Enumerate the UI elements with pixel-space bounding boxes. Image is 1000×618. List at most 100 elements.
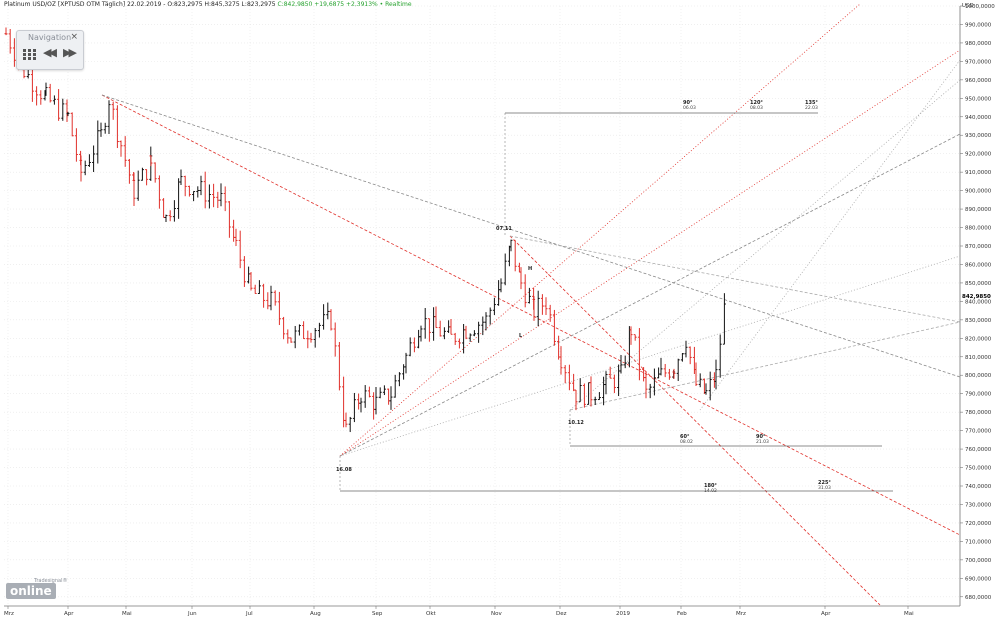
y-tick-label: 700,0000 — [965, 558, 992, 564]
y-tick-label: 840,0000 — [965, 299, 992, 305]
x-tick-label: 2019 — [616, 611, 630, 617]
trend-line — [101, 94, 961, 378]
annotation-label: 10.12 — [568, 420, 584, 426]
y-tick-label: 750,0000 — [965, 466, 992, 472]
y-tick-label: 870,0000 — [965, 244, 992, 250]
y-tick-label: 810,0000 — [965, 355, 992, 361]
annotation-label: 225° — [818, 480, 831, 486]
x-axis: Mrz Apr Mai Jun Jul Aug Sep Okt Nov Dez 2019 Feb Mrz… — [4, 605, 960, 617]
y-tick-label: 830,0000 — [965, 318, 992, 324]
y-axis: 680,0000 690,0000 700,0000 710,0000 720,0000… — [959, 3, 995, 606]
grid-icon[interactable] — [23, 49, 37, 60]
trend-line — [339, 49, 961, 457]
annotation-label: L — [519, 333, 523, 339]
y-tick-label: 730,0000 — [965, 502, 992, 508]
trend-line — [699, 59, 961, 411]
y-tick-label: 780,0000 — [965, 410, 992, 416]
x-tick-label: Mrz — [4, 611, 14, 617]
annotation-label: 90° — [683, 100, 693, 106]
quote-values: 22.02.2019 - O:823,2975 H:845,3275 L:823… — [127, 1, 276, 8]
close-icon[interactable]: × — [70, 32, 78, 42]
y-tick-label: 790,0000 — [965, 392, 992, 398]
x-tick-label: Mai — [904, 611, 914, 617]
y-tick-label: 690,0000 — [965, 576, 992, 582]
instrument-name: Platinum USD/OZ [XPTUSD OTM Täglich] — [4, 1, 126, 8]
tradesignal-logo: Tradesignal® online — [6, 578, 67, 599]
y-tick-label: 680,0000 — [965, 595, 992, 601]
y-tick-label: 920,0000 — [965, 152, 992, 158]
y-tick-label: 850,0000 — [965, 281, 992, 287]
y-tick-label: 940,0000 — [965, 115, 992, 121]
annotation-sublabel: 06.03 — [683, 105, 696, 111]
y-tick-label: 990,0000 — [965, 22, 992, 28]
annotation-label: 07.11 — [496, 226, 512, 232]
annotation-sublabel: 31.03 — [818, 485, 831, 491]
y-tick-label: 960,0000 — [965, 78, 992, 84]
trend-line — [339, 255, 961, 457]
annotation-label: 120° — [750, 100, 763, 106]
y-tick-label: 720,0000 — [965, 521, 992, 527]
y-tick-label: 950,0000 — [965, 96, 992, 102]
x-tick-label: Mrz — [736, 611, 746, 617]
y-tick-label: 760,0000 — [965, 447, 992, 453]
x-tick-label: Dez — [556, 611, 567, 617]
forward-icon[interactable]: ▶▶ — [63, 46, 77, 59]
back-icon[interactable]: ◀◀ — [43, 46, 57, 59]
x-tick-label: Feb — [677, 611, 687, 617]
x-tick-label: Jun — [187, 611, 197, 617]
annotation-sublabel: 08.02 — [680, 439, 693, 445]
y-tick-label: 710,0000 — [965, 539, 992, 545]
x-tick-label: Apr — [64, 611, 74, 617]
annotations: 07.1116.0810.12HL90°06.03120°08.03135°22… — [336, 100, 831, 494]
price-bars — [4, 27, 726, 433]
y-tick-label: 980,0000 — [965, 41, 992, 47]
annotation-label: 135° — [805, 100, 818, 106]
x-tick-label: Jul — [245, 611, 253, 617]
annotation-label: H — [528, 266, 532, 272]
x-tick-label: Sep — [372, 611, 383, 617]
y-tick-label: 860,0000 — [965, 262, 992, 268]
y-tick-label: 890,0000 — [965, 207, 992, 213]
x-tick-label: Nov — [491, 611, 502, 617]
annotation-label: 90° — [756, 434, 766, 440]
y-tick-label: 900,0000 — [965, 189, 992, 195]
trend-lines — [101, 3, 961, 606]
y-tick-label: 740,0000 — [965, 484, 992, 490]
y-tick-label: 770,0000 — [965, 429, 992, 435]
navigation-panel: Navigation × ◀◀ ▶▶ — [16, 30, 84, 70]
trend-line — [569, 79, 961, 411]
x-tick-label: Apr — [821, 611, 831, 617]
y-tick-label: 970,0000 — [965, 59, 992, 65]
y-tick-label: 880,0000 — [965, 226, 992, 232]
x-tick-label: Mai — [122, 611, 132, 617]
y-tick-label: 910,0000 — [965, 170, 992, 176]
annotation-sublabel: 21.03 — [756, 439, 769, 445]
grid — [4, 5, 960, 606]
x-tick-label: Okt — [426, 611, 437, 617]
annotation-label: 16.08 — [336, 467, 352, 473]
change-value: C:842,9850 +19,6875 +2,3913% • Realtime — [277, 1, 412, 8]
trend-line — [339, 133, 961, 457]
annotation-label: 60° — [680, 434, 690, 440]
y-tick-label: 800,0000 — [965, 373, 992, 379]
logo-text: online — [6, 583, 56, 599]
y-tick-label: 930,0000 — [965, 133, 992, 139]
currency-label: USD — [962, 3, 974, 9]
last-price-label: 842,9850 — [962, 294, 991, 300]
annotation-sublabel: 14.02 — [704, 488, 717, 494]
annotation-sublabel: 08.03 — [750, 105, 763, 111]
trend-line — [509, 235, 961, 323]
y-tick-label: 1000,0000 — [965, 4, 995, 10]
x-tick-label: Aug — [310, 611, 321, 617]
y-tick-label: 820,0000 — [965, 336, 992, 342]
trend-line — [509, 235, 881, 606]
annotation-label: 180° — [704, 483, 717, 489]
chart-header: Platinum USD/OZ [XPTUSD OTM Täglich] 22.… — [4, 1, 412, 8]
navigation-title: Navigation — [28, 33, 72, 42]
trend-line — [569, 321, 961, 411]
logo-small-text: Tradesignal® — [34, 578, 68, 584]
trend-line — [101, 94, 961, 536]
trend-line — [339, 3, 861, 457]
annotation-sublabel: 22.03 — [805, 105, 818, 111]
